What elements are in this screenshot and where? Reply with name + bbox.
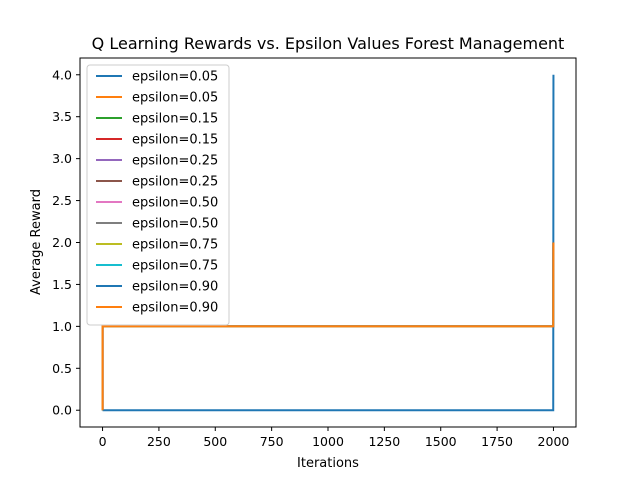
x-tick-label: 1250 <box>368 434 400 449</box>
legend-label: epsilon=0.50 <box>132 217 218 232</box>
legend-label: epsilon=0.90 <box>132 301 218 316</box>
legend-label: epsilon=0.75 <box>132 238 218 253</box>
y-tick-label: 2.5 <box>52 193 72 208</box>
y-tick-label: 3.0 <box>52 151 72 166</box>
chart-title: Q Learning Rewards vs. Epsilon Values Fo… <box>92 34 565 53</box>
series-line-11 <box>101 242 555 411</box>
x-tick-label: 250 <box>147 434 171 449</box>
legend-label: epsilon=0.50 <box>132 196 218 211</box>
y-tick-label: 1.5 <box>52 277 72 292</box>
y-axis-ticks: 0.0 0.5 1.0 1.5 2.0 2.5 3.0 3.5 4.0 <box>52 67 80 418</box>
y-tick-label: 1.0 <box>52 319 72 334</box>
y-tick-label: 4.0 <box>52 67 72 82</box>
legend-label: epsilon=0.75 <box>132 259 218 274</box>
x-tick-label: 1500 <box>425 434 457 449</box>
legend-label: epsilon=0.25 <box>132 154 218 169</box>
legend-label: epsilon=0.05 <box>132 70 218 85</box>
y-tick-label: 0.0 <box>52 403 72 418</box>
y-axis-label: Average Reward <box>29 189 44 295</box>
x-tick-label: 1000 <box>312 434 344 449</box>
x-tick-label: 2000 <box>538 434 570 449</box>
plot-series <box>101 74 555 412</box>
legend-label: epsilon=0.25 <box>132 175 218 190</box>
y-tick-label: 3.5 <box>52 109 72 124</box>
x-tick-label: 1750 <box>481 434 513 449</box>
legend-label: epsilon=0.90 <box>132 280 218 295</box>
y-tick-label: 0.5 <box>52 361 72 376</box>
legend: epsilon=0.05 epsilon=0.05 epsilon=0.15 epsi… <box>86 64 230 326</box>
series-line-10 <box>102 74 555 412</box>
legend-label: epsilon=0.15 <box>132 112 218 127</box>
x-tick-label: 500 <box>203 434 227 449</box>
x-axis-ticks: 0 250 500 750 1000 1250 1500 1750 2000 <box>99 427 570 449</box>
x-tick-label: 0 <box>99 434 107 449</box>
legend-label: epsilon=0.05 <box>132 91 218 106</box>
legend-box <box>86 64 230 326</box>
x-tick-label: 750 <box>260 434 284 449</box>
y-tick-label: 2.0 <box>52 235 72 250</box>
legend-label: epsilon=0.15 <box>132 133 218 148</box>
x-axis-label: Iterations <box>297 456 359 471</box>
